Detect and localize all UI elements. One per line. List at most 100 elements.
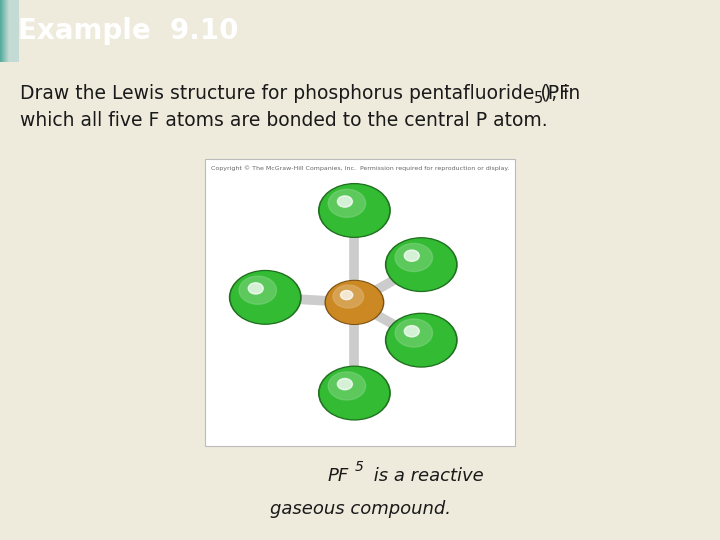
Circle shape <box>387 239 455 290</box>
Bar <box>3 0 12 62</box>
Text: Copyright © The McGraw-Hill Companies, Inc.  Permission required for reproductio: Copyright © The McGraw-Hill Companies, I… <box>211 166 509 171</box>
Circle shape <box>404 250 419 261</box>
Bar <box>2 0 12 62</box>
Bar <box>1 0 12 62</box>
Bar <box>5 0 14 62</box>
Bar <box>0 0 10 62</box>
Text: which all five F atoms are bonded to the central P atom.: which all five F atoms are bonded to the… <box>20 111 548 130</box>
Circle shape <box>230 271 301 324</box>
Bar <box>205 159 515 446</box>
Bar <box>1 0 10 62</box>
Bar <box>5 0 14 62</box>
Circle shape <box>328 190 366 218</box>
Circle shape <box>319 184 390 237</box>
Circle shape <box>338 196 352 207</box>
Bar <box>9 0 18 62</box>
Circle shape <box>333 285 364 308</box>
Bar <box>1 0 11 62</box>
Bar <box>6 0 16 62</box>
Circle shape <box>248 283 264 294</box>
Bar <box>2 0 12 62</box>
Text: ), in: ), in <box>544 84 580 103</box>
Circle shape <box>395 319 433 347</box>
Bar <box>3 0 13 62</box>
Bar <box>6 0 15 62</box>
Circle shape <box>231 272 300 323</box>
Bar <box>4 0 13 62</box>
Text: Draw the Lewis structure for phosphorus pentafluoride (PF: Draw the Lewis structure for phosphorus … <box>20 84 570 103</box>
Bar <box>3 0 13 62</box>
Bar <box>8 0 18 62</box>
Circle shape <box>385 313 457 367</box>
Bar <box>6 0 15 62</box>
Bar <box>9 0 19 62</box>
Bar <box>7 0 17 62</box>
Bar <box>7 0 17 62</box>
Bar <box>6 0 15 62</box>
Bar <box>4 0 14 62</box>
Circle shape <box>320 185 389 236</box>
Bar <box>0 0 10 62</box>
Bar <box>4 0 13 62</box>
Bar <box>2 0 12 62</box>
Bar <box>3 0 12 62</box>
Circle shape <box>320 368 389 418</box>
Bar <box>5 0 15 62</box>
Bar <box>8 0 18 62</box>
Bar <box>4 0 14 62</box>
Text: is a reactive: is a reactive <box>368 467 484 485</box>
Circle shape <box>338 379 352 390</box>
Bar <box>7 0 17 62</box>
Bar <box>8 0 17 62</box>
Circle shape <box>328 372 366 400</box>
Circle shape <box>385 238 457 292</box>
Bar <box>2 0 12 62</box>
Bar <box>4 0 14 62</box>
Bar <box>9 0 18 62</box>
Text: PF: PF <box>328 467 349 485</box>
Bar <box>5 0 14 62</box>
Bar <box>1 0 11 62</box>
Circle shape <box>404 326 419 337</box>
Circle shape <box>387 315 455 366</box>
Bar <box>1 0 12 62</box>
Bar <box>6 0 16 62</box>
Circle shape <box>325 280 384 325</box>
Circle shape <box>341 291 353 300</box>
Bar <box>1 0 10 62</box>
Bar <box>1 0 10 62</box>
Bar <box>7 0 17 62</box>
Bar <box>6 0 17 62</box>
Bar <box>1 0 12 62</box>
Bar <box>8 0 18 62</box>
Bar <box>7 0 17 62</box>
Bar <box>4 0 14 62</box>
Bar <box>4 0 14 62</box>
Bar <box>6 0 17 62</box>
Bar <box>6 0 15 62</box>
Bar <box>7 0 17 62</box>
Circle shape <box>319 366 390 420</box>
Text: Example  9.10: Example 9.10 <box>18 17 238 45</box>
Bar <box>1 0 11 62</box>
Bar <box>5 0 15 62</box>
Bar <box>2 0 12 62</box>
Bar <box>9 0 19 62</box>
Bar <box>0 0 10 62</box>
Bar <box>6 0 16 62</box>
Bar <box>3 0 13 62</box>
Bar <box>1 0 11 62</box>
Bar <box>4 0 14 62</box>
Bar <box>3 0 12 62</box>
Text: 5: 5 <box>534 91 543 106</box>
Bar <box>5 0 15 62</box>
Bar <box>4 0 14 62</box>
Bar <box>4 0 14 62</box>
Bar <box>9 0 19 62</box>
Bar <box>4 0 14 62</box>
Bar <box>2 0 12 62</box>
Bar <box>4 0 14 62</box>
Bar <box>1 0 11 62</box>
Circle shape <box>239 276 276 304</box>
Bar <box>8 0 17 62</box>
